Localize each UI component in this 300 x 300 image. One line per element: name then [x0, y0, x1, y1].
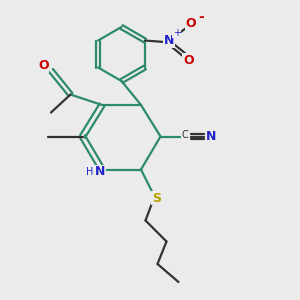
Text: H: H — [86, 167, 93, 177]
Text: C: C — [181, 130, 188, 140]
Text: O: O — [183, 53, 194, 67]
Text: N: N — [206, 130, 217, 143]
Text: -: - — [198, 11, 204, 24]
Text: S: S — [152, 191, 161, 205]
Text: O: O — [38, 59, 49, 73]
Text: O: O — [185, 17, 196, 30]
Text: +: + — [173, 28, 181, 38]
Text: N: N — [95, 165, 105, 178]
Text: N: N — [164, 34, 174, 47]
